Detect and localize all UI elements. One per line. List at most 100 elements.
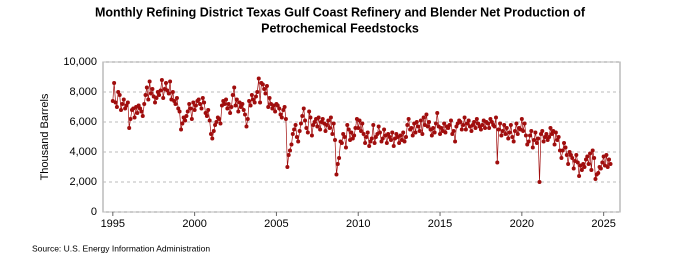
data-point bbox=[534, 141, 539, 145]
data-point bbox=[418, 118, 423, 123]
data-point bbox=[282, 105, 287, 109]
data-point bbox=[483, 126, 488, 130]
data-point bbox=[342, 135, 347, 139]
data-point bbox=[571, 166, 576, 171]
data-point bbox=[510, 135, 515, 139]
data-point bbox=[425, 124, 430, 129]
data-point bbox=[113, 100, 118, 105]
data-point bbox=[270, 106, 275, 111]
data-point bbox=[420, 132, 425, 136]
data-point bbox=[326, 118, 331, 123]
data-point bbox=[323, 129, 328, 133]
data-point bbox=[521, 129, 526, 133]
data-point bbox=[543, 135, 548, 139]
data-point bbox=[278, 112, 283, 117]
data-point bbox=[292, 127, 297, 132]
data-point bbox=[421, 115, 426, 120]
data-point bbox=[511, 139, 516, 144]
data-point bbox=[183, 118, 188, 123]
data-point bbox=[402, 139, 407, 144]
data-point bbox=[401, 130, 406, 135]
data-point bbox=[165, 88, 170, 93]
data-point bbox=[451, 129, 456, 133]
data-point bbox=[327, 126, 332, 130]
data-point bbox=[210, 136, 215, 141]
data-point bbox=[588, 151, 593, 156]
data-point bbox=[337, 156, 342, 160]
data-point bbox=[394, 132, 399, 136]
data-point bbox=[230, 93, 235, 97]
data-point bbox=[260, 82, 265, 87]
data-point bbox=[353, 126, 358, 130]
data-point bbox=[117, 93, 122, 97]
x-tick-label: 2010 bbox=[346, 218, 370, 230]
data-point bbox=[297, 129, 302, 133]
data-point bbox=[435, 111, 440, 115]
data-point bbox=[410, 133, 415, 138]
data-point bbox=[502, 123, 507, 127]
data-point bbox=[279, 115, 284, 120]
data-point bbox=[120, 102, 125, 106]
data-point bbox=[158, 88, 163, 93]
data-point bbox=[387, 135, 392, 139]
y-tick-label: 0 bbox=[91, 206, 97, 218]
data-point bbox=[124, 103, 129, 108]
data-point bbox=[127, 126, 132, 130]
data-point bbox=[339, 141, 344, 145]
data-point bbox=[548, 126, 553, 130]
data-point bbox=[204, 114, 209, 118]
data-point bbox=[262, 87, 267, 91]
data-point bbox=[376, 124, 381, 129]
data-point bbox=[224, 97, 229, 102]
data-point bbox=[478, 127, 483, 132]
data-point bbox=[307, 109, 312, 114]
data-point bbox=[371, 123, 376, 127]
data-point bbox=[359, 129, 364, 133]
data-point bbox=[168, 79, 173, 84]
y-tick-label: 4,000 bbox=[69, 146, 97, 158]
data-point bbox=[203, 111, 208, 115]
data-point bbox=[290, 132, 295, 136]
data-point bbox=[174, 96, 179, 100]
data-point bbox=[289, 142, 294, 147]
data-point bbox=[360, 121, 365, 126]
data-point bbox=[244, 124, 249, 129]
data-point bbox=[184, 114, 189, 118]
y-tick-label: 2,000 bbox=[69, 176, 97, 188]
data-point bbox=[382, 127, 387, 132]
data-point bbox=[545, 138, 550, 142]
chart-title: Petrochemical Feedstocks bbox=[261, 21, 419, 35]
data-point bbox=[540, 129, 545, 133]
data-point bbox=[335, 162, 340, 166]
data-point bbox=[177, 109, 182, 114]
data-point bbox=[315, 124, 320, 129]
data-point bbox=[557, 148, 562, 153]
data-point bbox=[361, 132, 366, 136]
data-point bbox=[135, 111, 140, 115]
data-point bbox=[138, 106, 143, 111]
data-point bbox=[566, 162, 571, 166]
data-point bbox=[281, 108, 286, 112]
data-point bbox=[530, 145, 535, 150]
data-point bbox=[232, 85, 237, 90]
data-point bbox=[560, 148, 565, 153]
data-point bbox=[248, 103, 253, 108]
data-point bbox=[157, 93, 162, 97]
y-axis-label: Thousand Barrels bbox=[39, 93, 51, 180]
data-point bbox=[148, 91, 153, 96]
data-point bbox=[377, 130, 382, 135]
data-point bbox=[547, 135, 552, 139]
data-point bbox=[114, 105, 119, 109]
data-point bbox=[258, 100, 263, 105]
data-point bbox=[496, 127, 501, 132]
data-point bbox=[365, 130, 370, 135]
data-point bbox=[515, 132, 520, 136]
data-point bbox=[564, 153, 569, 157]
data-point bbox=[266, 105, 271, 109]
data-point bbox=[473, 126, 478, 130]
data-point bbox=[488, 117, 493, 121]
data-point bbox=[294, 135, 299, 139]
data-point bbox=[532, 138, 537, 142]
data-point bbox=[213, 123, 218, 127]
data-point bbox=[341, 132, 346, 136]
